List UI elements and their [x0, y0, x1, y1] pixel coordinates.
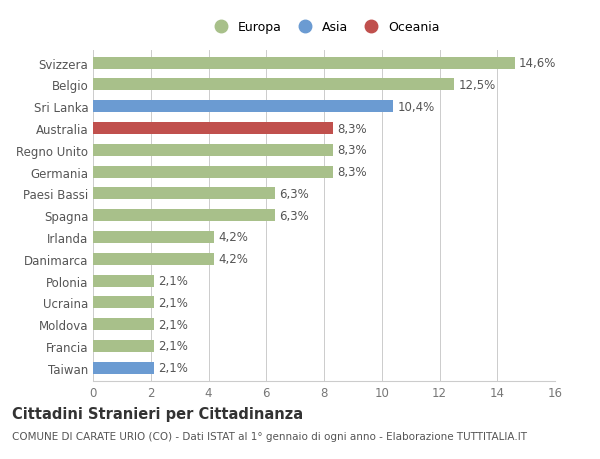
Bar	[93, 123, 332, 135]
Text: 2,1%: 2,1%	[158, 361, 188, 375]
Bar	[93, 145, 332, 157]
Text: Cittadini Stranieri per Cittadinanza: Cittadini Stranieri per Cittadinanza	[12, 406, 303, 421]
Text: 2,1%: 2,1%	[158, 274, 188, 287]
Text: 12,5%: 12,5%	[458, 79, 496, 92]
Bar	[93, 253, 214, 265]
Bar	[93, 79, 454, 91]
Text: 6,3%: 6,3%	[279, 209, 309, 222]
Bar	[93, 231, 214, 243]
Text: COMUNE DI CARATE URIO (CO) - Dati ISTAT al 1° gennaio di ogni anno - Elaborazion: COMUNE DI CARATE URIO (CO) - Dati ISTAT …	[12, 431, 527, 442]
Bar	[93, 340, 154, 352]
Bar	[93, 210, 275, 222]
Text: 8,3%: 8,3%	[337, 122, 367, 135]
Text: 14,6%: 14,6%	[519, 57, 556, 70]
Text: 4,2%: 4,2%	[218, 231, 248, 244]
Text: 8,3%: 8,3%	[337, 166, 367, 179]
Bar	[93, 319, 154, 330]
Text: 10,4%: 10,4%	[398, 101, 435, 113]
Text: 2,1%: 2,1%	[158, 296, 188, 309]
Bar	[93, 101, 394, 113]
Bar	[93, 297, 154, 308]
Text: 4,2%: 4,2%	[218, 253, 248, 266]
Bar	[93, 188, 275, 200]
Text: 2,1%: 2,1%	[158, 340, 188, 353]
Legend: Europa, Asia, Oceania: Europa, Asia, Oceania	[206, 19, 442, 37]
Bar	[93, 362, 154, 374]
Text: 8,3%: 8,3%	[337, 144, 367, 157]
Bar	[93, 57, 515, 69]
Bar	[93, 166, 332, 178]
Text: 6,3%: 6,3%	[279, 188, 309, 201]
Text: 2,1%: 2,1%	[158, 318, 188, 331]
Bar	[93, 275, 154, 287]
